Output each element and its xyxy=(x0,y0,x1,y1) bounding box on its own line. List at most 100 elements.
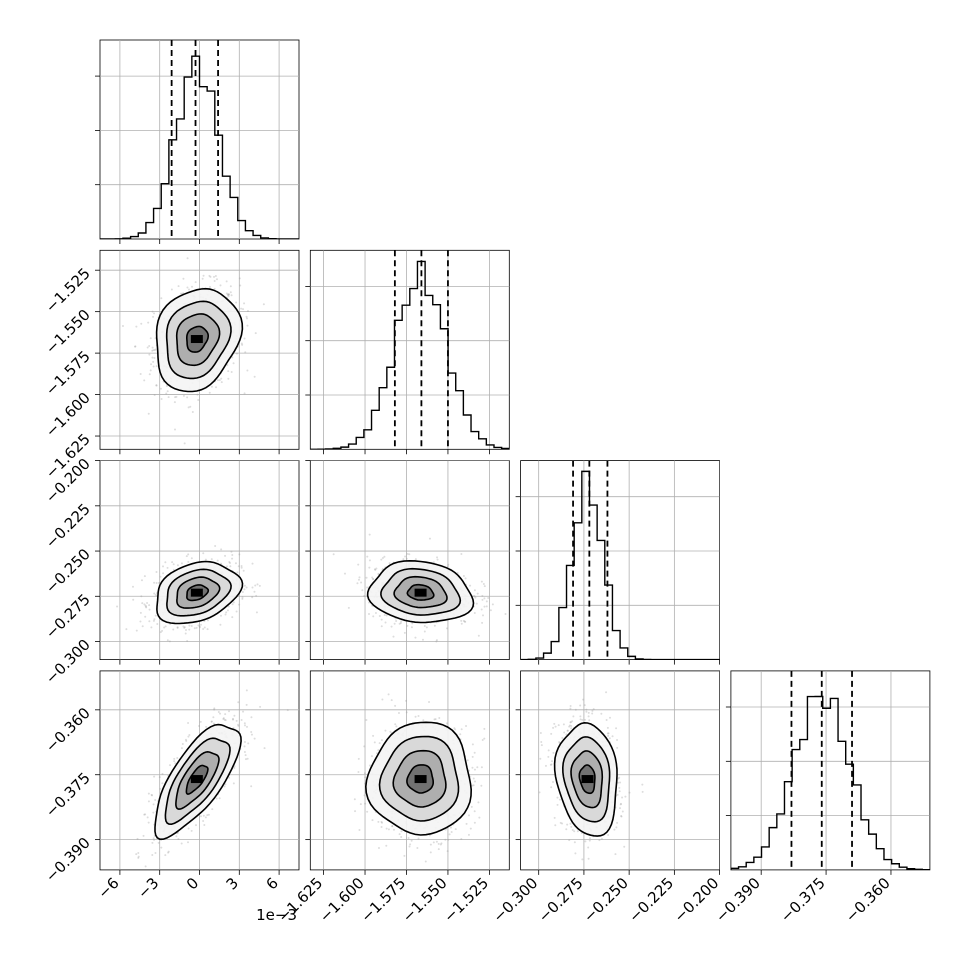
scatter-point xyxy=(571,720,574,723)
scatter-point xyxy=(170,288,173,291)
scatter-point xyxy=(453,727,456,730)
scatter-point xyxy=(390,625,393,628)
scatter-point xyxy=(164,625,167,628)
scatter-point xyxy=(208,391,211,394)
x-tick-label: −0.390 xyxy=(712,874,764,926)
scatter-point xyxy=(464,620,467,623)
scatter-point xyxy=(377,572,380,575)
scatter-point xyxy=(573,841,576,844)
scatter-point xyxy=(153,592,156,595)
scatter-point xyxy=(483,605,486,608)
scatter-point xyxy=(406,624,409,627)
contour-level-2 xyxy=(175,313,221,367)
scatter-point xyxy=(491,603,494,606)
scatter-point xyxy=(253,737,256,740)
scatter-point xyxy=(473,589,476,592)
scatter-point xyxy=(607,734,610,737)
scatter-point xyxy=(229,565,232,568)
scatter-point xyxy=(219,284,222,287)
scatter-point xyxy=(585,708,588,711)
scatter-point xyxy=(241,596,244,599)
scatter-point xyxy=(165,392,168,395)
scatter-point xyxy=(387,693,390,696)
contour-level-2 xyxy=(176,576,221,609)
panel-content xyxy=(100,670,299,870)
panel-frame xyxy=(730,670,931,871)
scatter-point xyxy=(483,585,486,588)
scatter-point xyxy=(244,758,247,761)
scatter-point xyxy=(410,839,413,842)
scatter-point xyxy=(407,837,410,840)
scatter-point xyxy=(194,281,197,284)
scatter-point xyxy=(380,618,383,621)
scatter-point xyxy=(481,594,484,597)
scatter-point xyxy=(553,722,556,725)
scatter-point xyxy=(569,707,572,710)
scatter-point xyxy=(373,741,376,744)
scatter-point xyxy=(473,768,476,771)
scatter-point xyxy=(146,346,149,349)
scatter-point xyxy=(180,842,183,845)
y-tick-label: −1.575 xyxy=(42,347,94,399)
scatter-point xyxy=(456,571,459,574)
scatter-point xyxy=(398,622,401,625)
scatter-point xyxy=(250,716,253,719)
scatter-point xyxy=(614,853,617,856)
scatter-point xyxy=(135,853,138,856)
scatter-point xyxy=(446,565,449,568)
scatter-point xyxy=(375,752,378,755)
scatter-point xyxy=(166,566,169,569)
scatter-point xyxy=(187,553,190,556)
scatter-point xyxy=(198,625,201,628)
scatter-point xyxy=(230,550,233,553)
scatter-point xyxy=(158,776,161,779)
scatter-point xyxy=(432,841,435,844)
scatter-point xyxy=(140,579,143,582)
density-peak xyxy=(190,775,203,784)
contour-level-2 xyxy=(570,750,604,809)
scatter-point xyxy=(558,798,561,801)
scatter-point xyxy=(478,816,481,819)
scatter-point xyxy=(551,760,554,763)
scatter-point xyxy=(227,295,230,298)
panel-content xyxy=(100,40,299,239)
scatter-point xyxy=(435,640,438,643)
scatter-point xyxy=(188,733,191,736)
scatter-point xyxy=(380,820,383,823)
scatter-point xyxy=(579,718,582,721)
scatter-point xyxy=(210,558,213,561)
scatter-point xyxy=(471,784,474,787)
scatter-point xyxy=(225,565,228,568)
x-tick-label: −1.575 xyxy=(357,874,409,926)
scatter-point xyxy=(219,623,222,626)
scatter-point xyxy=(556,803,559,806)
panel-3-3 xyxy=(725,670,931,875)
scatter-point xyxy=(481,621,484,624)
scatter-point xyxy=(605,691,608,694)
y-tick-label: −1.600 xyxy=(42,389,94,441)
scatter-point xyxy=(262,303,265,306)
scatter-point xyxy=(600,837,603,840)
scatter-point xyxy=(208,274,211,277)
scatter-point xyxy=(131,585,134,588)
scatter-point xyxy=(588,839,591,842)
scatter-point xyxy=(199,815,202,818)
scatter-point xyxy=(201,277,204,280)
scatter-point xyxy=(392,635,395,638)
scatter-point xyxy=(363,745,366,748)
scatter-point xyxy=(135,325,138,328)
scatter-point xyxy=(227,293,230,296)
scatter-point xyxy=(566,729,569,732)
scatter-point xyxy=(242,308,245,311)
scatter-point xyxy=(151,794,154,797)
scatter-point xyxy=(220,377,223,380)
scatter-point xyxy=(174,396,177,399)
scatter-point xyxy=(149,369,152,372)
scatter-point xyxy=(570,724,573,727)
scatter-point xyxy=(154,348,157,351)
scatter-point xyxy=(388,562,391,565)
scatter-point xyxy=(606,732,609,735)
scatter-point xyxy=(186,286,189,289)
scatter-point xyxy=(243,741,246,744)
scatter-point xyxy=(139,611,142,614)
